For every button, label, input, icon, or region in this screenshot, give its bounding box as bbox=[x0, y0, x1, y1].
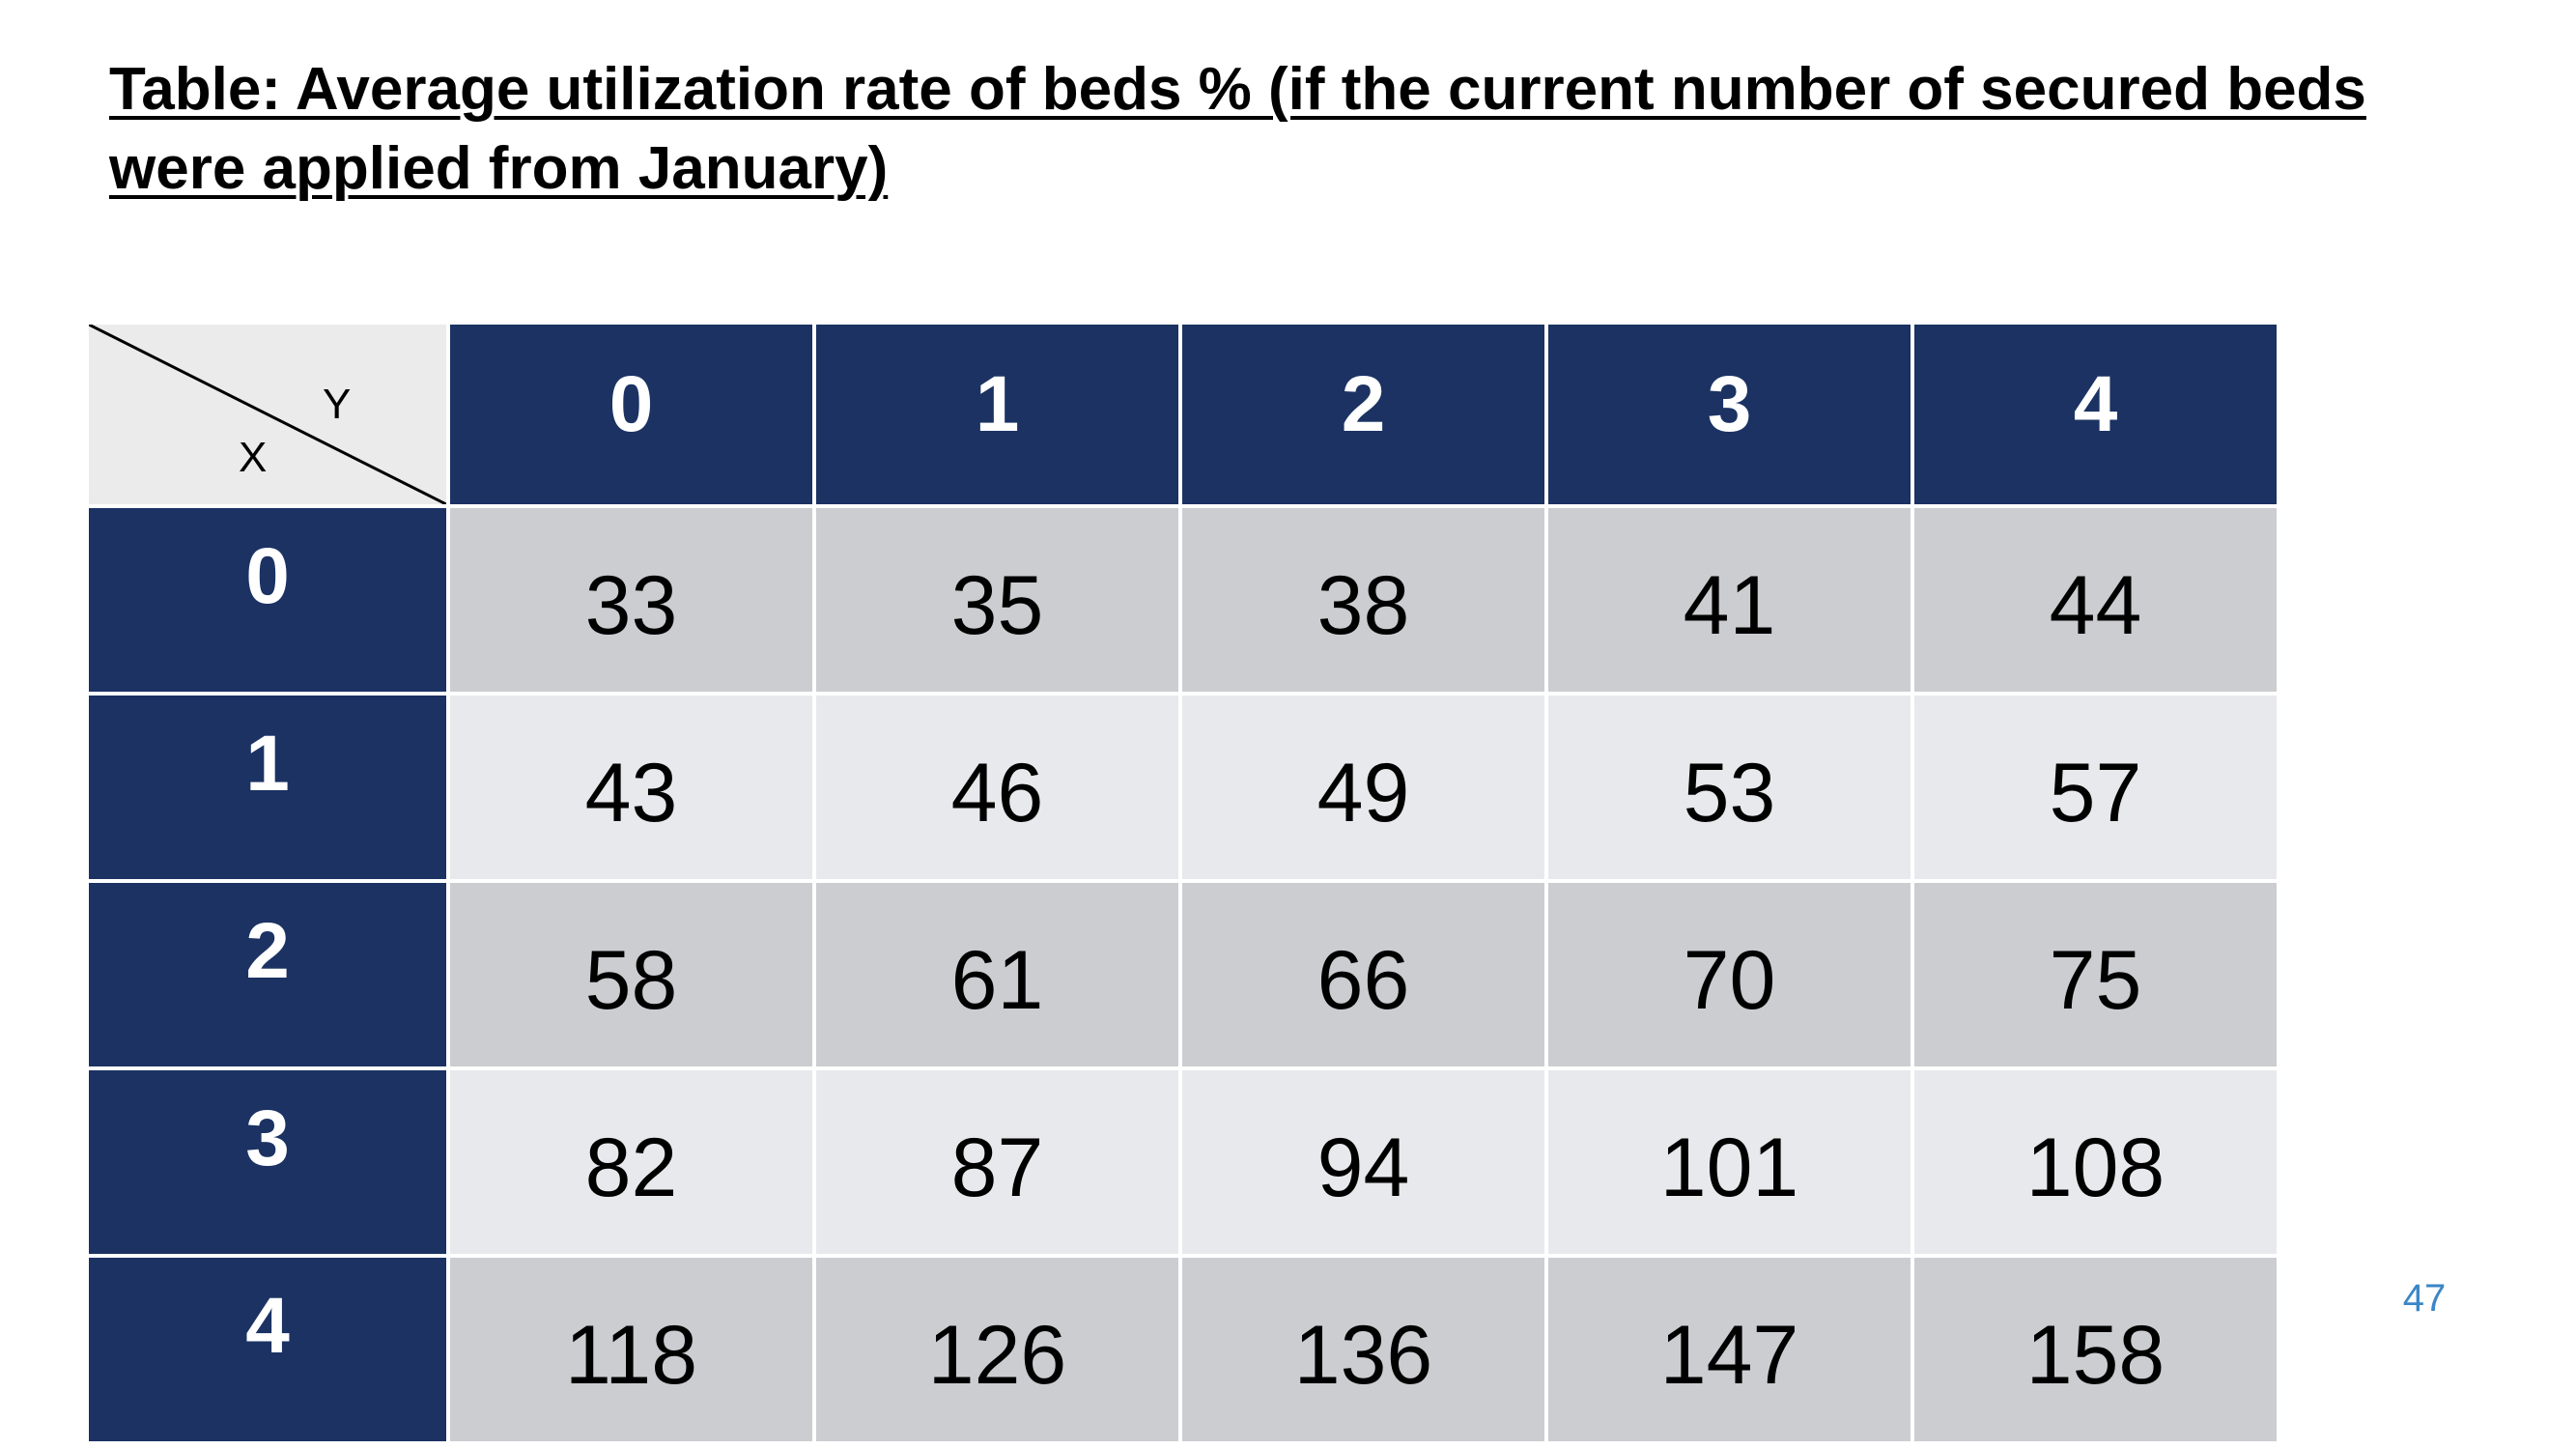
cell-value: 49 bbox=[1316, 746, 1410, 839]
table-cell: 101 bbox=[1548, 1070, 1911, 1254]
cell-value: 35 bbox=[950, 558, 1044, 652]
cell-value: 57 bbox=[2049, 746, 2142, 839]
cell-value: 94 bbox=[1316, 1121, 1410, 1214]
row-header-2: 2 bbox=[89, 883, 446, 1066]
row-header-label: 2 bbox=[245, 907, 290, 995]
diagonal-divider bbox=[89, 325, 446, 504]
row-header-0: 0 bbox=[89, 508, 446, 692]
column-header-label: 4 bbox=[2073, 360, 2118, 448]
row-axis-label: X bbox=[239, 434, 268, 481]
table-cell: 158 bbox=[1914, 1258, 2277, 1441]
row-header-label: 1 bbox=[245, 720, 290, 808]
cell-value: 66 bbox=[1316, 933, 1410, 1027]
table-cell: 94 bbox=[1182, 1070, 1544, 1254]
table-cell: 61 bbox=[816, 883, 1178, 1066]
column-header-label: 1 bbox=[975, 360, 1020, 448]
column-axis-label: Y bbox=[323, 381, 352, 428]
cell-value: 70 bbox=[1683, 933, 1776, 1027]
row-header-3: 3 bbox=[89, 1070, 446, 1254]
cell-value: 136 bbox=[1293, 1308, 1433, 1402]
cell-value: 33 bbox=[584, 558, 678, 652]
row-header-4: 4 bbox=[89, 1258, 446, 1441]
table-cell: 57 bbox=[1914, 696, 2277, 879]
cell-value: 101 bbox=[1659, 1121, 1799, 1214]
table-cell: 46 bbox=[816, 696, 1178, 879]
table-cell: 41 bbox=[1548, 508, 1911, 692]
table-cell: 43 bbox=[450, 696, 812, 879]
row-header-label: 4 bbox=[245, 1282, 290, 1370]
cell-value: 43 bbox=[584, 746, 678, 839]
page-title: Table: Average utilization rate of beds … bbox=[109, 56, 2366, 202]
column-header-1: 1 bbox=[816, 325, 1178, 504]
cell-value: 44 bbox=[2049, 558, 2142, 652]
table-cell: 66 bbox=[1182, 883, 1544, 1066]
cell-value: 53 bbox=[1683, 746, 1776, 839]
column-header-label: 0 bbox=[609, 360, 654, 448]
utilization-table: Y X 0 1 2 3 4 0 33 35 38 41 44 1 43 46 49 53 57 2 58 61 66 70… bbox=[89, 325, 2277, 1441]
row-header-1: 1 bbox=[89, 696, 446, 879]
table-cell: 136 bbox=[1182, 1258, 1544, 1441]
column-header-label: 2 bbox=[1341, 360, 1386, 448]
cell-value: 82 bbox=[584, 1121, 678, 1214]
table-cell: 147 bbox=[1548, 1258, 1911, 1441]
cell-value: 87 bbox=[950, 1121, 1044, 1214]
table-cell: 38 bbox=[1182, 508, 1544, 692]
column-header-label: 3 bbox=[1707, 360, 1752, 448]
table-cell: 53 bbox=[1548, 696, 1911, 879]
table-cell: 33 bbox=[450, 508, 812, 692]
cell-value: 108 bbox=[2025, 1121, 2166, 1214]
table-cell: 58 bbox=[450, 883, 812, 1066]
column-header-2: 2 bbox=[1182, 325, 1544, 504]
table-cell: 108 bbox=[1914, 1070, 2277, 1254]
table-cell: 49 bbox=[1182, 696, 1544, 879]
row-header-label: 0 bbox=[245, 532, 290, 620]
cell-value: 41 bbox=[1683, 558, 1776, 652]
cell-value: 58 bbox=[584, 933, 678, 1027]
table-cell: 75 bbox=[1914, 883, 2277, 1066]
table-cell: 35 bbox=[816, 508, 1178, 692]
cell-value: 38 bbox=[1316, 558, 1410, 652]
cell-value: 118 bbox=[564, 1308, 698, 1402]
table-corner-cell: Y X bbox=[89, 325, 446, 504]
cell-value: 126 bbox=[927, 1308, 1067, 1402]
cell-value: 75 bbox=[2049, 933, 2142, 1027]
column-header-4: 4 bbox=[1914, 325, 2277, 504]
cell-value: 46 bbox=[950, 746, 1044, 839]
table-cell: 82 bbox=[450, 1070, 812, 1254]
row-header-label: 3 bbox=[245, 1094, 290, 1182]
cell-value: 61 bbox=[950, 933, 1044, 1027]
table-cell: 70 bbox=[1548, 883, 1911, 1066]
cell-value: 147 bbox=[1659, 1308, 1799, 1402]
cell-value: 158 bbox=[2025, 1308, 2166, 1402]
column-header-3: 3 bbox=[1548, 325, 1911, 504]
table-cell: 126 bbox=[816, 1258, 1178, 1441]
page-number: 47 bbox=[2402, 1277, 2447, 1320]
table-cell: 44 bbox=[1914, 508, 2277, 692]
column-header-0: 0 bbox=[450, 325, 812, 504]
table-cell: 87 bbox=[816, 1070, 1178, 1254]
table-cell: 118 bbox=[450, 1258, 812, 1441]
